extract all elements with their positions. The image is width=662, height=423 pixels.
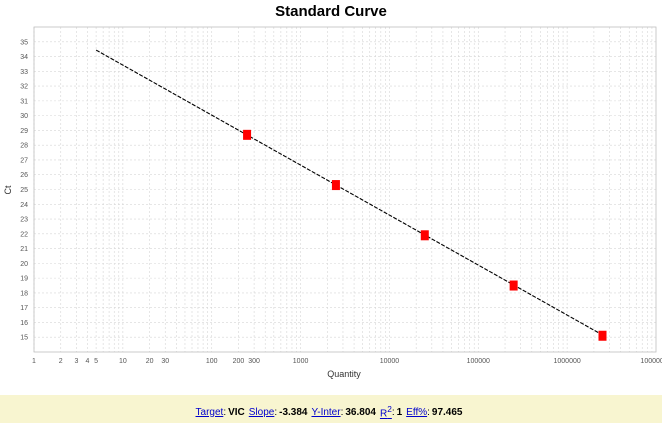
y-tick-label: 18 <box>20 290 28 297</box>
colon-text: : <box>340 406 344 418</box>
colon-text: : <box>391 406 395 418</box>
x-tick-label: 10000 <box>380 358 400 365</box>
plot-frame <box>33 26 657 353</box>
y-tick-label: 28 <box>20 143 28 150</box>
info-bar: Target: VIC Slope: -3.384 Y-Inter: 36.80… <box>0 395 662 423</box>
slope-value: -3.384 <box>279 406 308 418</box>
target-value: VIC <box>228 406 245 418</box>
target-link[interactable]: Target <box>195 406 224 418</box>
y-tick-label: 15 <box>20 335 28 342</box>
x-tick-label: 1000000 <box>554 358 581 365</box>
x-axis-title: Quantity <box>327 369 361 379</box>
y-tick-label: 34 <box>20 54 28 61</box>
data-point <box>420 230 429 241</box>
x-tick-label: 5 <box>94 358 98 365</box>
x-tick-label: 4 <box>86 358 90 365</box>
y-tick-label: 17 <box>20 305 28 312</box>
x-tick-label: 200 <box>233 358 245 365</box>
y-tick-label: 31 <box>20 98 28 105</box>
r-squared-link[interactable]: R2 <box>380 404 392 419</box>
y-axis-title: Ct <box>3 185 13 194</box>
x-tick-label: 100000 <box>467 358 490 365</box>
y-tick-label: 35 <box>20 39 28 46</box>
data-point <box>331 180 340 191</box>
y-tick-label: 27 <box>20 157 28 164</box>
y-tick-label: 24 <box>20 202 28 209</box>
x-tick-label: 30 <box>161 358 169 365</box>
data-point <box>243 129 252 140</box>
y-tick-label: 26 <box>20 172 28 179</box>
x-tick-label: 20 <box>146 358 154 365</box>
y-tick-label: 22 <box>20 231 28 238</box>
x-tick-label: 10000000 <box>640 358 662 365</box>
regression-line <box>95 49 603 336</box>
y-intercept-link[interactable]: Y-Inter <box>311 406 341 418</box>
x-tick-label: 300 <box>248 358 260 365</box>
r-squared-label: R <box>379 408 388 420</box>
y-tick-label: 30 <box>20 113 28 120</box>
colon-text: : <box>427 406 430 418</box>
x-tick-label: 1000 <box>293 358 309 365</box>
data-point <box>509 280 518 291</box>
y-tick-label: 25 <box>20 187 28 194</box>
y-tick-label: 23 <box>20 217 28 224</box>
y-tick-label: 33 <box>20 69 28 76</box>
colon-text: : <box>223 406 227 418</box>
y-tick-label: 29 <box>20 128 28 135</box>
efficiency-value: 97.465 <box>431 406 463 418</box>
y-intercept-value: 36.804 <box>345 406 376 418</box>
efficiency-link[interactable]: Eff% <box>406 406 428 418</box>
x-tick-label: 100 <box>206 358 218 365</box>
r-squared-superscript: 2 <box>387 404 392 415</box>
data-point <box>598 330 607 341</box>
x-tick-label: 2 <box>59 358 63 365</box>
chart-canvas: Standard Curve15161718192021222324252627… <box>3 3 662 379</box>
chart-title: Standard Curve <box>275 3 387 20</box>
x-tick-label: 10 <box>119 358 127 365</box>
y-tick-label: 32 <box>20 84 28 91</box>
standard-curve-chart: Standard Curve 15 16 17 18 19 20 21 22 23 24 25 26 27… <box>3 3 662 379</box>
r-squared-value: 1 <box>396 406 403 418</box>
y-tick-label: 19 <box>20 276 28 283</box>
y-tick-label: 20 <box>20 261 28 268</box>
x-tick-label: 3 <box>74 358 78 365</box>
y-tick-label: 16 <box>20 320 28 327</box>
y-tick-label: 21 <box>20 246 28 253</box>
slope-link[interactable]: Slope <box>248 406 275 418</box>
colon-text: : <box>274 406 278 418</box>
x-tick-label: 1 <box>32 358 36 365</box>
